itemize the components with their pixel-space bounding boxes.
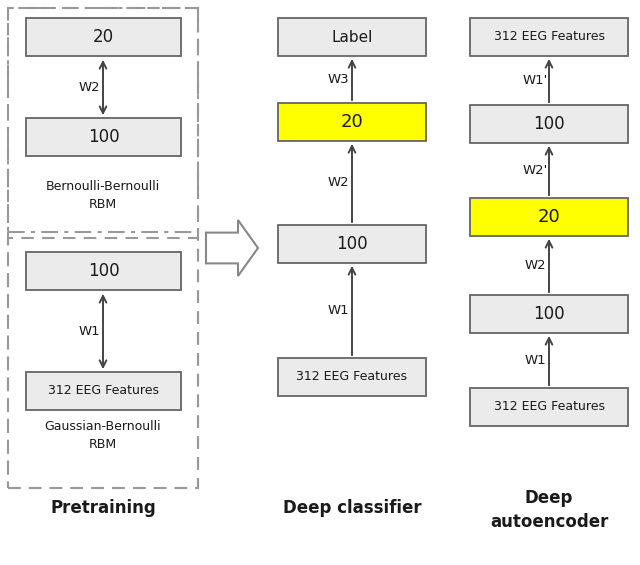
Bar [470, 295, 628, 333]
Bar [470, 388, 628, 426]
Bar [278, 18, 426, 56]
Text: 20: 20 [538, 208, 561, 226]
Bar [8, 238, 198, 488]
Text: W1: W1 [78, 325, 100, 338]
Bar [278, 103, 426, 141]
Bar [26, 118, 181, 156]
Text: 312 EEG Features: 312 EEG Features [48, 385, 159, 398]
Text: W2: W2 [78, 81, 100, 94]
Bar [8, 8, 198, 488]
Bar [26, 252, 181, 290]
Text: 100: 100 [533, 115, 565, 133]
Text: 312 EEG Features: 312 EEG Features [493, 401, 605, 414]
Text: Gaussian-Bernoulli
RBM: Gaussian-Bernoulli RBM [45, 419, 161, 450]
Text: W1': W1' [522, 74, 548, 87]
Text: Bernoulli-Bernoulli
RBM: Bernoulli-Bernoulli RBM [46, 180, 160, 211]
Text: 20: 20 [340, 113, 364, 131]
Text: 312 EEG Features: 312 EEG Features [296, 371, 408, 384]
Text: 100: 100 [88, 262, 119, 280]
Bar [26, 372, 181, 410]
Text: Deep classifier: Deep classifier [283, 499, 421, 517]
Bar [470, 18, 628, 56]
Text: W2: W2 [524, 259, 546, 272]
Text: 312 EEG Features: 312 EEG Features [493, 31, 605, 44]
Bar [470, 105, 628, 143]
Text: Label: Label [332, 29, 372, 45]
Bar [470, 198, 628, 236]
Bar [8, 8, 198, 232]
Bar [278, 225, 426, 263]
Bar [26, 18, 181, 56]
Text: Pretraining: Pretraining [50, 499, 156, 517]
Polygon shape [206, 220, 258, 276]
Text: W3: W3 [327, 73, 349, 86]
Text: W1: W1 [524, 354, 546, 367]
Text: 100: 100 [336, 235, 368, 253]
Text: 100: 100 [533, 305, 565, 323]
Text: W2': W2' [522, 164, 548, 177]
Text: Deep
autoencoder: Deep autoencoder [490, 489, 608, 531]
Text: 100: 100 [88, 128, 119, 146]
Text: 20: 20 [93, 28, 114, 46]
Text: W2: W2 [327, 176, 349, 189]
Text: W1: W1 [327, 304, 349, 317]
Bar [278, 358, 426, 396]
